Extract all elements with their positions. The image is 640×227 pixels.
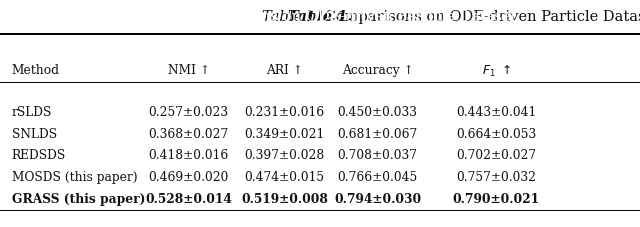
Text: $F_1$ $\uparrow$: $F_1$ $\uparrow$ — [481, 64, 511, 79]
Text: Accuracy ↑: Accuracy ↑ — [342, 64, 413, 76]
Text: 0.450±0.033: 0.450±0.033 — [338, 106, 417, 118]
Text: SNLDS: SNLDS — [12, 127, 57, 140]
Text: 0.519±0.008: 0.519±0.008 — [241, 192, 328, 205]
Text: 0.794±0.030: 0.794±0.030 — [334, 192, 421, 205]
Text: Method: Method — [12, 64, 60, 76]
Text: 0.474±0.015: 0.474±0.015 — [244, 170, 325, 183]
Text: Comparisons on ODE-driven Particle Dataset.: Comparisons on ODE-driven Particle Datas… — [320, 10, 640, 24]
Text: 0.708±0.037: 0.708±0.037 — [338, 149, 417, 162]
Text: 0.757±0.032: 0.757±0.032 — [456, 170, 536, 183]
Text: ARI ↑: ARI ↑ — [266, 64, 303, 76]
Text: 0.664±0.053: 0.664±0.053 — [456, 127, 536, 140]
Text: Table 1. Comparisons on ODE-driven Particle Dataset.: Table 1. Comparisons on ODE-driven Parti… — [118, 10, 522, 24]
Text: 0.702±0.027: 0.702±0.027 — [456, 149, 536, 162]
Text: 0.257±0.023: 0.257±0.023 — [148, 106, 229, 118]
Text: NMI ↑: NMI ↑ — [168, 64, 210, 76]
Text: 0.766±0.045: 0.766±0.045 — [337, 170, 418, 183]
Text: 0.528±0.014: 0.528±0.014 — [145, 192, 232, 205]
Text: GRASS (this paper): GRASS (this paper) — [12, 192, 145, 205]
Text: Table 1.: Table 1. — [288, 10, 352, 24]
Text: 0.790±0.021: 0.790±0.021 — [452, 192, 540, 205]
Text: 0.397±0.028: 0.397±0.028 — [244, 149, 325, 162]
Text: 0.681±0.067: 0.681±0.067 — [337, 127, 418, 140]
Text: 0.231±0.016: 0.231±0.016 — [244, 106, 325, 118]
Text: Table 1.: Table 1. — [262, 10, 320, 24]
Text: 0.418±0.016: 0.418±0.016 — [148, 149, 229, 162]
Text: 0.368±0.027: 0.368±0.027 — [148, 127, 229, 140]
Text: 0.469±0.020: 0.469±0.020 — [148, 170, 229, 183]
Text: REDSDS: REDSDS — [12, 149, 66, 162]
Text: 0.349±0.021: 0.349±0.021 — [244, 127, 325, 140]
Text: rSLDS: rSLDS — [12, 106, 52, 118]
Text: 0.443±0.041: 0.443±0.041 — [456, 106, 536, 118]
Text: MOSDS (this paper): MOSDS (this paper) — [12, 170, 137, 183]
